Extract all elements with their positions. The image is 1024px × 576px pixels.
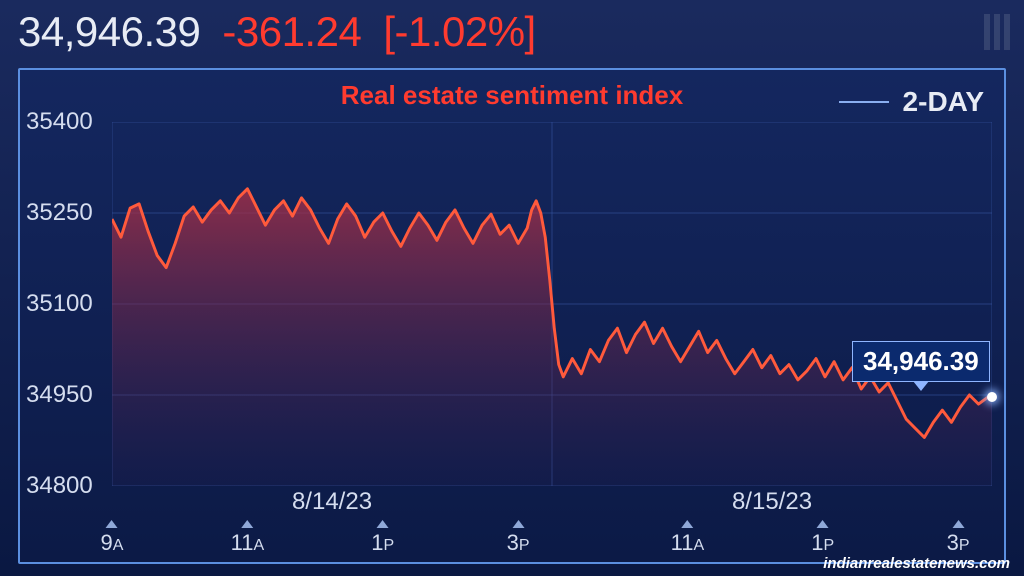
y-axis: 3540035250351003495034800	[20, 122, 112, 486]
x-tick-row: 9A11A1P3P11A1P3P	[112, 520, 992, 560]
current-value: 34,946.39	[18, 8, 200, 56]
x-tick: 9A	[101, 520, 124, 556]
y-tick-label: 34950	[26, 381, 93, 409]
x-tick: 3P	[507, 520, 530, 556]
y-tick-label: 35250	[26, 199, 93, 227]
y-tick-label: 35100	[26, 290, 93, 318]
chart-svg	[112, 122, 992, 486]
x-tick: 11A	[671, 520, 705, 556]
x-tick: 3P	[947, 520, 970, 556]
x-tick: 11A	[231, 520, 265, 556]
x-tick: 1P	[371, 520, 394, 556]
timerange-label: 2-DAY	[839, 86, 984, 118]
decor-bars-icon	[984, 14, 1010, 50]
watermark: indianrealestatenews.com	[823, 555, 1010, 572]
x-tick: 1P	[811, 520, 834, 556]
quote-header: 34,946.39 -361.24 [-1.02%]	[0, 0, 1024, 60]
plot-area: 34,946.39	[112, 122, 992, 486]
timerange-dash-icon	[839, 101, 889, 103]
x-date-label: 8/15/23	[732, 488, 812, 516]
x-date-label: 8/14/23	[292, 488, 372, 516]
last-value-badge: 34,946.39	[852, 341, 990, 382]
change-percent: [-1.02%]	[383, 8, 535, 56]
timerange-text: 2-DAY	[903, 86, 984, 118]
price-chart: Real estate sentiment index 2-DAY 35400 3…	[18, 68, 1006, 564]
change-absolute: -361.24	[222, 8, 361, 56]
y-tick-label: 34800	[26, 472, 93, 500]
x-axis: 9A11A1P3P11A1P3P 8/14/238/15/23	[112, 486, 992, 562]
chart-title: Real estate sentiment index	[341, 80, 683, 111]
last-point-dot	[987, 392, 997, 402]
y-tick-label: 35400	[26, 108, 93, 136]
